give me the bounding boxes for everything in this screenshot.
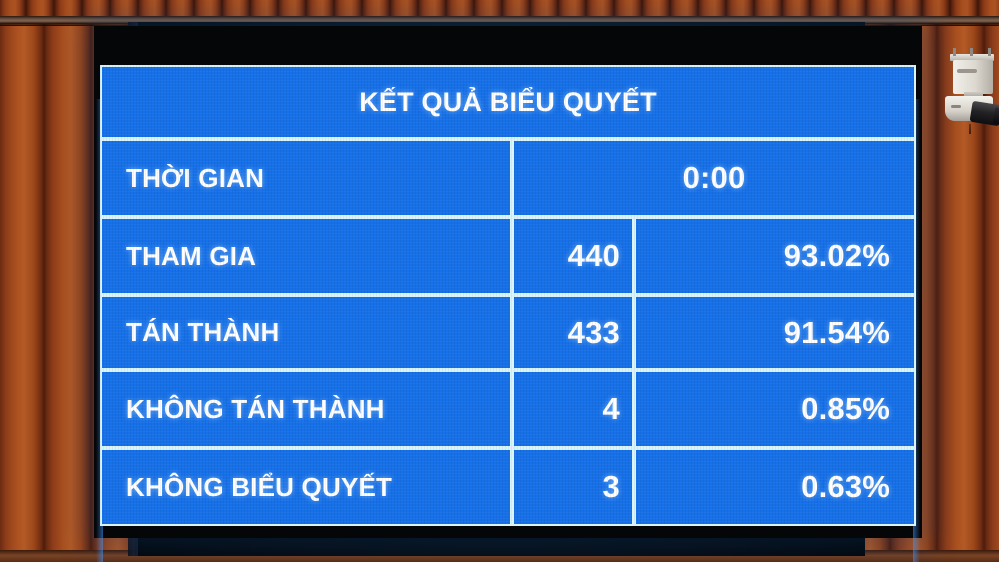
- row-percent-khong-bieu-quyet: 0.63%: [634, 448, 917, 526]
- row-value-time: 0:00: [512, 139, 917, 217]
- table-row-tham-gia: THAM GIA 440 93.02%: [100, 217, 917, 295]
- camera-housing-vent: [957, 69, 977, 73]
- row-label-thoi-gian: THỜI GIAN: [100, 139, 512, 217]
- table-header-row: KẾT QUẢ BIỂU QUYẾT: [100, 65, 917, 139]
- wall-stain: [969, 124, 971, 134]
- table-row-khong-tan-thanh: KHÔNG TÁN THÀNH 4 0.85%: [100, 370, 917, 448]
- row-percent-khong-tan-thanh: 0.85%: [634, 370, 917, 448]
- camera-neck: [964, 92, 983, 98]
- camera-mount-bracket: [950, 54, 994, 61]
- row-percent-tham-gia: 93.02%: [634, 217, 917, 295]
- camera-bolt: [988, 48, 991, 56]
- row-percent-tan-thanh: 91.54%: [634, 295, 917, 370]
- row-label-tan-thanh: TÁN THÀNH: [100, 295, 512, 370]
- table-row-tan-thanh: TÁN THÀNH 433 91.54%: [100, 295, 917, 370]
- table-row-time: THỜI GIAN 0:00: [100, 139, 917, 217]
- camera-housing: [953, 60, 993, 94]
- row-label-khong-tan-thanh: KHÔNG TÁN THÀNH: [100, 370, 512, 448]
- security-camera-icon: [944, 48, 999, 148]
- row-count-tan-thanh: 433: [512, 295, 634, 370]
- wooden-wall-upper-slats: [0, 0, 999, 16]
- led-display-screen: KẾT QUẢ BIỂU QUYẾT THỜI GIAN 0:00 THAM G…: [94, 26, 922, 562]
- voting-result-board: KẾT QUẢ BIỂU QUYẾT THỜI GIAN 0:00 THAM G…: [96, 65, 920, 562]
- wooden-wall-trim: [0, 16, 999, 24]
- row-count-tham-gia: 440: [512, 217, 634, 295]
- camera-bolt: [970, 48, 973, 56]
- row-label-tham-gia: THAM GIA: [100, 217, 512, 295]
- row-count-khong-bieu-quyet: 3: [512, 448, 634, 526]
- row-count-khong-tan-thanh: 4: [512, 370, 634, 448]
- table-row-khong-bieu-quyet: KHÔNG BIỂU QUYẾT 3 0.63%: [100, 448, 917, 526]
- board-title: KẾT QUẢ BIỂU QUYẾT: [100, 65, 917, 139]
- row-label-khong-bieu-quyet: KHÔNG BIỂU QUYẾT: [100, 448, 512, 526]
- camera-base-label: [951, 105, 961, 108]
- camera-bolt: [953, 48, 956, 56]
- voting-results-table: KẾT QUẢ BIỂU QUYẾT THỜI GIAN 0:00 THAM G…: [100, 65, 917, 526]
